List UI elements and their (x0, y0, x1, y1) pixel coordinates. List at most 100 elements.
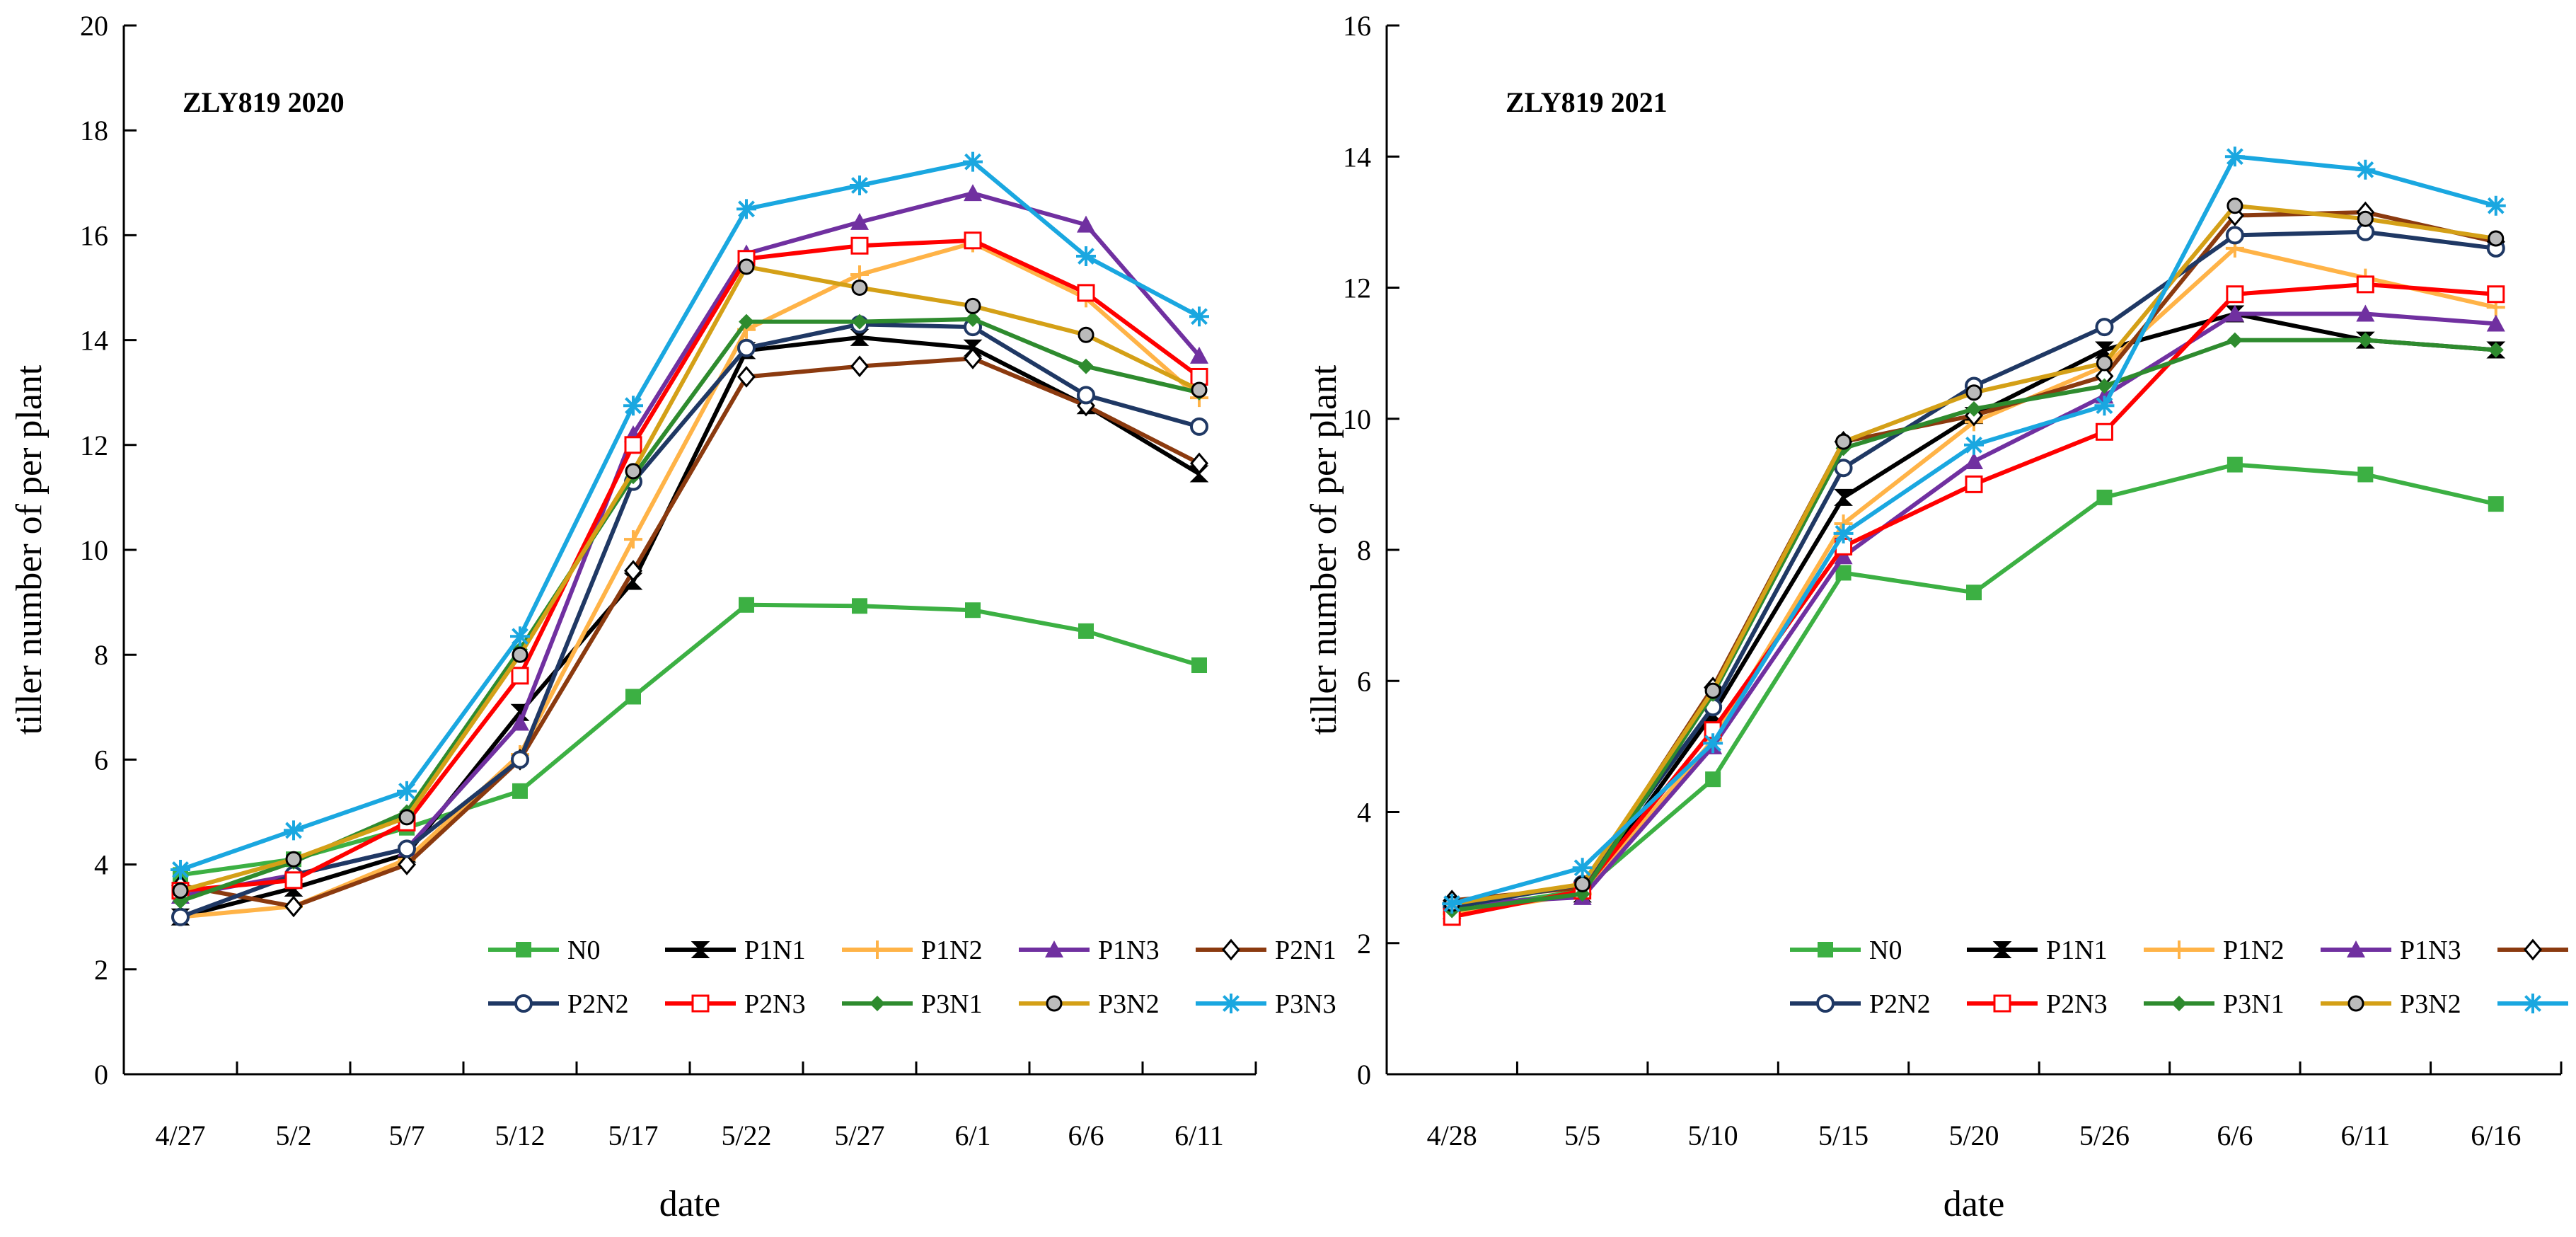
data-point (737, 338, 756, 357)
legend-item-p2n2: P2N2 (1790, 989, 1931, 1019)
legend-swatch-marker (1222, 938, 1240, 961)
data-point (511, 750, 529, 769)
series-p2n3 (171, 231, 1208, 900)
data-point (1834, 459, 1853, 478)
legend-label: P2N2 (567, 989, 629, 1019)
y-tick-label: 2 (94, 954, 108, 986)
data-point (1078, 326, 1094, 343)
legend-swatch-marker (2171, 996, 2187, 1011)
x-tick-label: 4/27 (155, 1120, 205, 1151)
data-point (1965, 451, 1983, 469)
legend-label: P1N3 (2400, 936, 2461, 965)
data-point (1966, 401, 1982, 417)
data-point (2488, 230, 2505, 247)
y-axis-title: tiller number of per plant (1304, 364, 1344, 735)
data-point (2226, 197, 2243, 214)
legend-swatch-marker (1045, 940, 1063, 957)
data-point (2094, 396, 2115, 416)
series-line (179, 322, 1200, 919)
series-p2n1 (1443, 201, 2505, 911)
data-point (398, 839, 416, 858)
data-point (964, 231, 982, 250)
legend-swatch-marker (1992, 941, 2012, 958)
data-point (1965, 384, 1982, 401)
legend-item-p1n2: P1N2 (842, 936, 983, 965)
data-point (1704, 682, 1721, 699)
data-point (2225, 304, 2244, 322)
data-point (625, 689, 641, 705)
legend-swatch-marker (1221, 994, 1241, 1013)
series-line (180, 159, 1201, 872)
data-point (2096, 355, 2113, 372)
series-p3n2 (1443, 197, 2505, 912)
x-tick-label: 6/11 (2341, 1120, 2391, 1151)
data-point (397, 781, 417, 801)
legend-item-n0: N0 (488, 936, 600, 965)
legend-label: P1N1 (2046, 936, 2108, 965)
data-point (1966, 585, 1982, 601)
legend-item-p3n3: P3N3 (2497, 994, 2568, 1013)
series-line (180, 238, 1201, 893)
x-tick-label: 5/15 (1818, 1120, 1869, 1151)
legend-item-p1n2: P1N2 (2144, 936, 2285, 965)
legend-swatch-marker (868, 940, 886, 959)
data-point (1189, 306, 1209, 327)
y-tick-label: 6 (94, 744, 108, 776)
series-p2n3 (1443, 275, 2505, 926)
legend-item-p1n1: P1N1 (665, 936, 806, 965)
x-tick-label: 6/16 (2471, 1120, 2521, 1151)
y-tick-label: 16 (80, 219, 108, 251)
data-point (965, 311, 981, 327)
data-point (737, 199, 756, 219)
data-point (1078, 623, 1094, 639)
legend-item-n0: N0 (1790, 936, 1902, 965)
data-point (512, 783, 528, 799)
legend-swatch-marker (2170, 940, 2188, 959)
data-point (2095, 341, 2114, 359)
series-p1n1 (171, 328, 1209, 926)
y-axis-title: tiller number of per plant (9, 364, 50, 735)
legend-item-p2n2: P2N2 (488, 989, 629, 1019)
series-p2n2 (171, 315, 1208, 926)
legend-item-p1n1: P1N1 (1967, 936, 2108, 965)
legend-item-p2n3: P2N3 (665, 989, 806, 1019)
data-point (2485, 195, 2506, 216)
data-point (2356, 275, 2374, 294)
data-point (1834, 547, 1853, 565)
data-point (1076, 246, 1096, 267)
legend-swatch-marker (691, 941, 710, 958)
legend-label: P2N1 (1275, 936, 1336, 965)
y-tick-label: 12 (1343, 272, 1371, 304)
data-point (2357, 332, 2374, 348)
data-point (2488, 342, 2504, 358)
x-tick-label: 5/26 (2079, 1120, 2130, 1151)
legend-swatch-marker (516, 942, 531, 957)
data-point (171, 860, 190, 880)
legend-label: P1N3 (1098, 936, 1160, 965)
data-point (1442, 894, 1462, 914)
x-tick-label: 5/17 (608, 1120, 658, 1151)
legend-swatch-marker (514, 994, 533, 1013)
data-point (850, 176, 870, 196)
data-point (1191, 657, 1207, 674)
series-p3n2 (172, 258, 1208, 899)
data-point (1574, 875, 1591, 892)
series-line (1451, 154, 2497, 907)
y-tick-label: 16 (1343, 10, 1371, 42)
data-point (1964, 435, 1984, 455)
data-point (1703, 733, 1723, 754)
legend-label: P1N2 (921, 936, 983, 965)
legend-item-p1n3: P1N3 (1019, 936, 1160, 965)
data-point (852, 598, 867, 614)
chart-panel-2: 0 2 4 6 8 10 12 14 16 4/28 5/5 5/10 5/15 5/20 5/26 6/6 6… (1304, 10, 2568, 1224)
data-point (964, 184, 982, 202)
legend-item-p2n1: P2N1 (2497, 938, 2568, 961)
x-tick-label: 6/6 (1068, 1120, 1104, 1151)
data-point (623, 396, 643, 416)
series-line (1451, 246, 2497, 916)
y-tick-label: 14 (1343, 141, 1371, 173)
legend-item-p2n1: P2N1 (1196, 936, 1336, 965)
data-point (1077, 386, 1095, 405)
data-point (511, 713, 529, 731)
